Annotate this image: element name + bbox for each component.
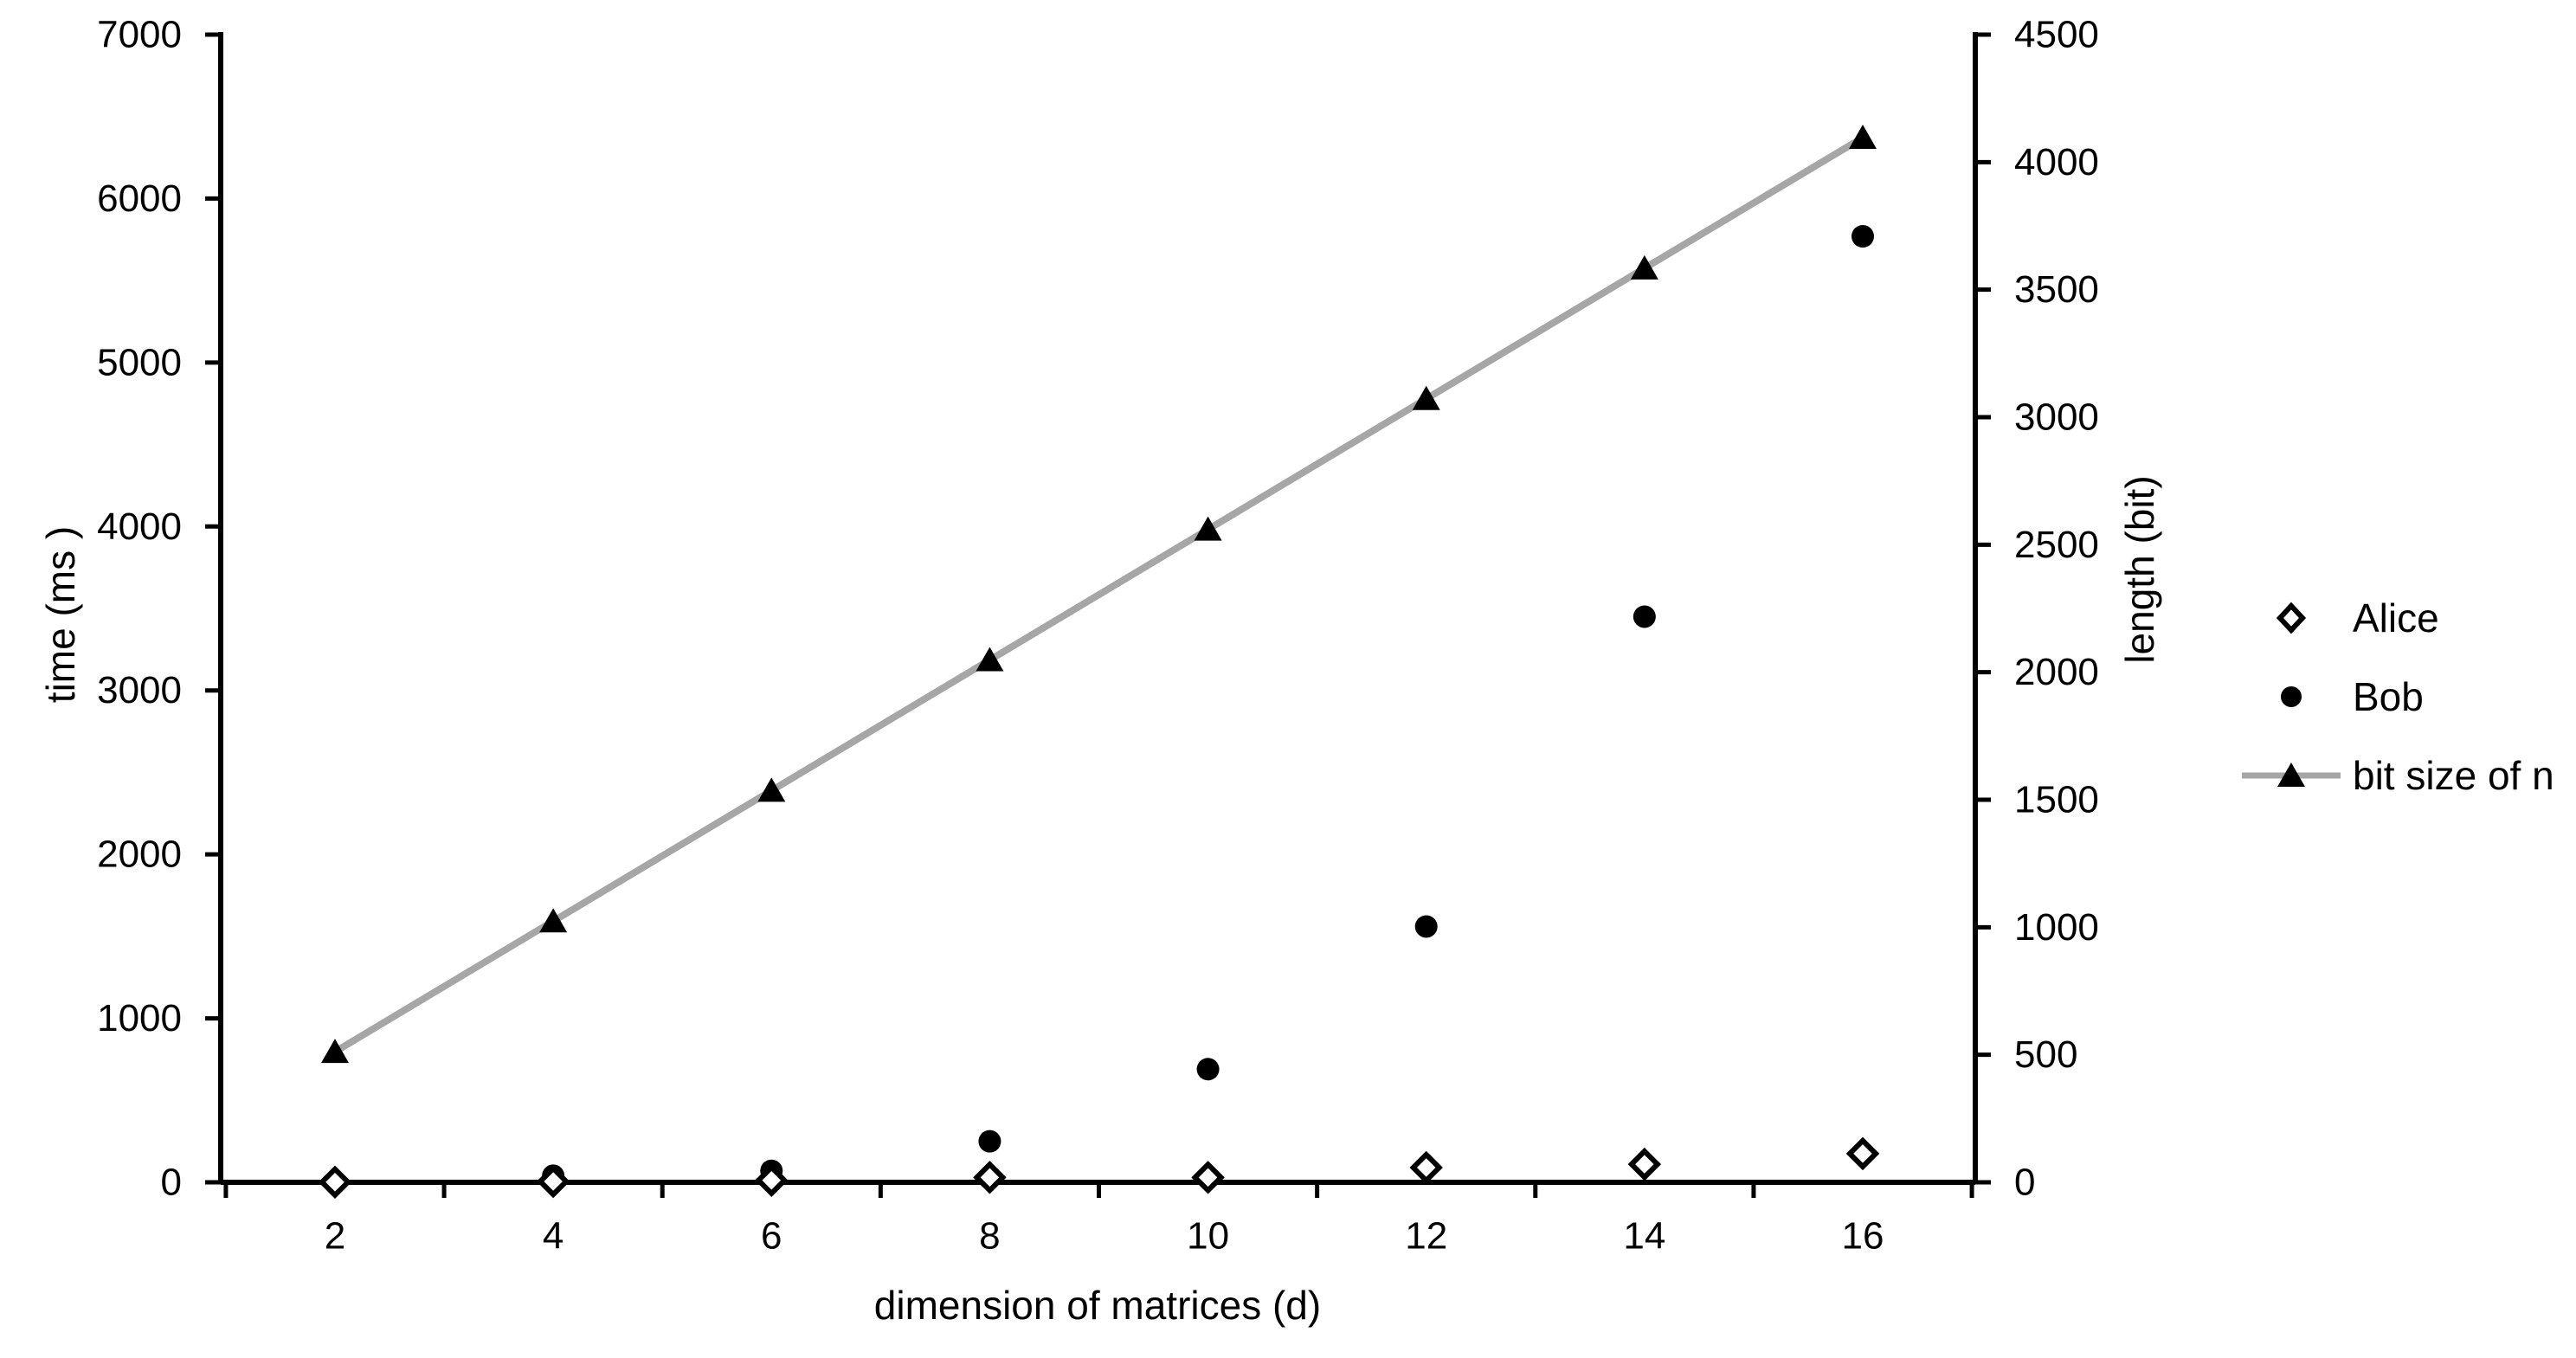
x-axis-tick-label: 4 (543, 1215, 564, 1258)
alice-diamond-icon (2276, 602, 2307, 634)
alice-point (1191, 1161, 1225, 1194)
alice-point (1409, 1150, 1443, 1185)
bob-circle-icon (2281, 685, 2302, 707)
left-axis-tick-label: 4000 (97, 505, 182, 548)
right-axis-tick-label: 3000 (2014, 396, 2099, 439)
bitsize-point (976, 647, 1004, 672)
left-axis-tick-label: 2000 (97, 833, 182, 876)
bob-point (1633, 605, 1656, 628)
bitsize-series-line (332, 134, 1865, 1055)
left-axis-tick-label: 0 (161, 1162, 182, 1204)
alice-point (1627, 1147, 1662, 1181)
right-axis-title: length (bit) (2117, 475, 2162, 664)
alice-point (536, 1164, 570, 1199)
left-axis-tick-label: 6000 (97, 177, 182, 220)
x-axis-tick-label: 8 (979, 1215, 1000, 1258)
right-axis-tick-label: 3500 (2014, 268, 2099, 311)
right-axis-tick-label: 1000 (2014, 906, 2099, 949)
left-axis-tick-label: 1000 (97, 997, 182, 1039)
right-axis-tick-label: 500 (2014, 1033, 2077, 1076)
bob-point (1196, 1058, 1220, 1081)
x-axis-tick-label: 10 (1187, 1215, 1229, 1258)
right-axis-tick-label: 1500 (2014, 779, 2099, 821)
left-axis-tick-label: 7000 (97, 14, 182, 56)
x-axis-tick-label: 12 (1405, 1215, 1447, 1258)
right-axis-tick-label: 0 (2014, 1162, 2035, 1204)
legend-item-bob: Bob (2231, 657, 2554, 736)
legend-label-bob: Bob (2353, 673, 2424, 719)
x-axis-tick-label: 6 (761, 1215, 782, 1258)
legend-item-alice: Alice (2231, 578, 2554, 657)
bitsize-point (539, 908, 568, 933)
bitsize-point (1412, 385, 1440, 410)
x-axis-tick-label: 2 (325, 1215, 345, 1258)
bob-point (978, 1130, 1001, 1153)
alice-point (318, 1165, 352, 1200)
left-axis-tick-label: 3000 (97, 669, 182, 711)
bitsize-point (321, 1039, 349, 1064)
bitsize-point (1194, 516, 1222, 541)
right-axis-tick-label: 2000 (2014, 651, 2099, 693)
legend-label-bitsize: bit size of n (2353, 752, 2554, 798)
bob-point (1414, 915, 1438, 938)
bitsize-point (757, 777, 786, 802)
x-axis-tick-label: 16 (1842, 1215, 1884, 1258)
right-axis-tick-label: 4500 (2014, 14, 2099, 56)
x-axis-title: dimension of matrices (d) (873, 1283, 1322, 1328)
bitsize-point (1630, 254, 1658, 280)
bitsize-point (1848, 125, 1877, 150)
left-axis-title: time (ms ) (38, 525, 83, 704)
bitsize-line-triangle-icon (2242, 762, 2341, 787)
alice-point (973, 1161, 1007, 1194)
alice-point (755, 1163, 789, 1197)
legend: Alice Bob bit size of n (2231, 578, 2554, 814)
legend-item-bitsize: bit size of n (2231, 736, 2554, 814)
x-axis-tick-label: 14 (1623, 1215, 1665, 1258)
left-axis-tick-label: 5000 (97, 341, 182, 383)
right-axis-tick-label: 2500 (2014, 524, 2099, 566)
right-axis-tick-label: 4000 (2014, 141, 2099, 183)
alice-point (1845, 1136, 1880, 1171)
legend-label-alice: Alice (2353, 595, 2439, 640)
bob-point (1851, 224, 1874, 248)
